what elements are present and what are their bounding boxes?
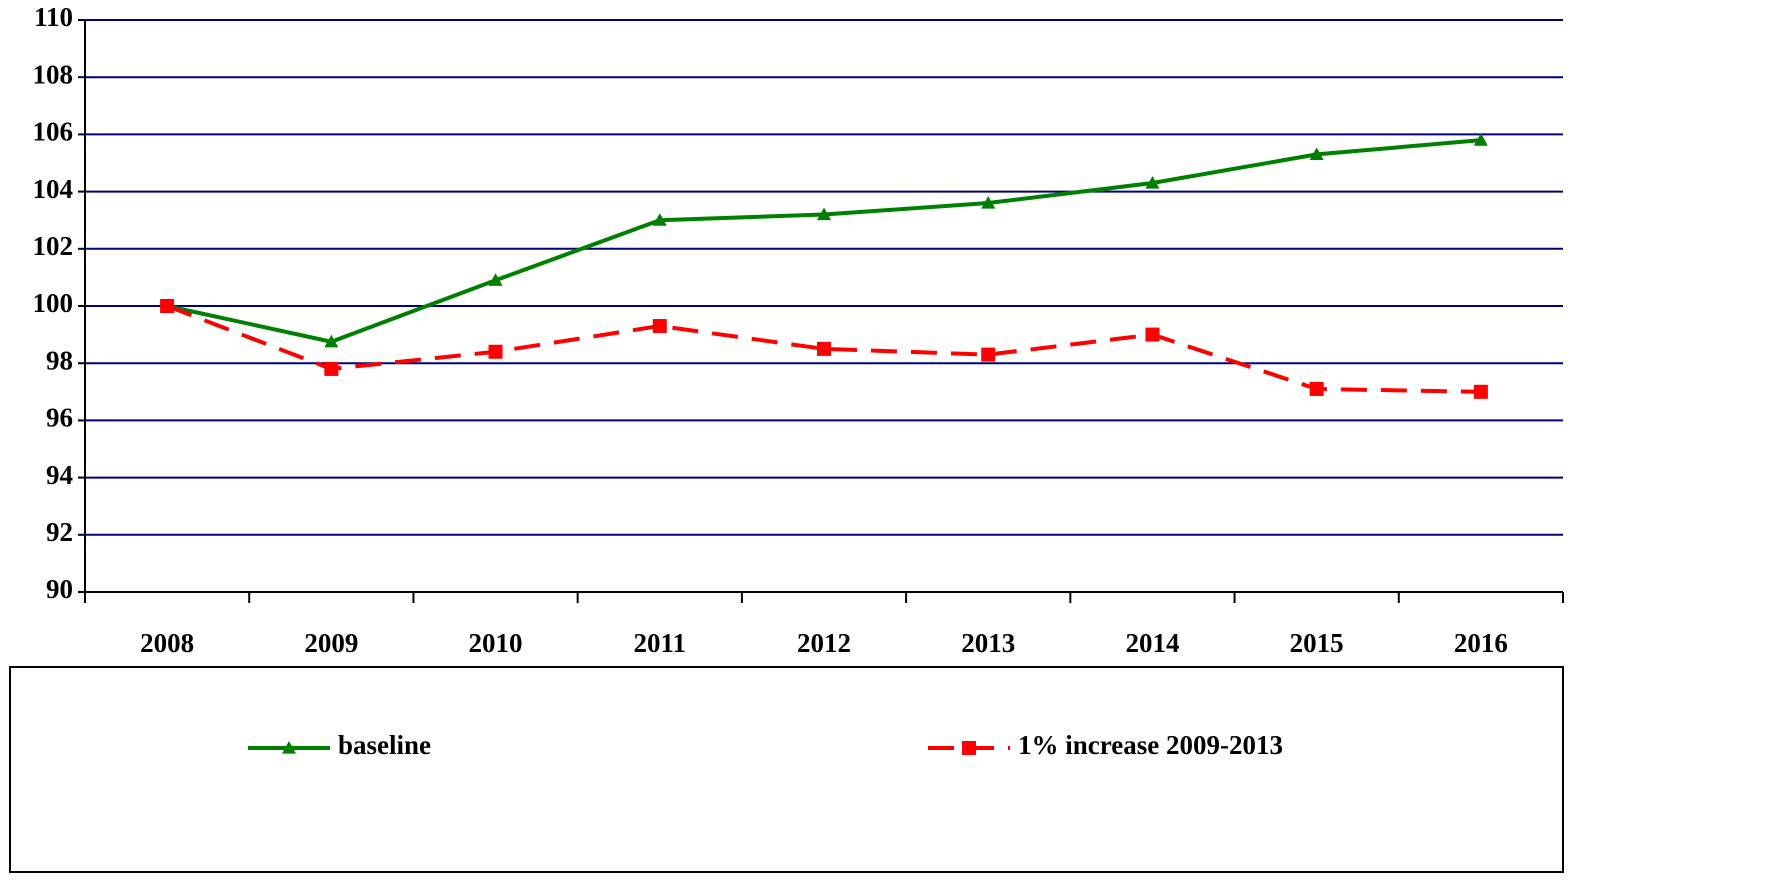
marker (652, 319, 667, 334)
marker (1145, 327, 1160, 342)
marker (962, 741, 976, 755)
marker (1473, 133, 1488, 146)
y-tick-label: 106 (33, 117, 74, 147)
marker (1473, 384, 1488, 399)
marker (160, 299, 175, 313)
y-tick-label: 102 (33, 231, 74, 261)
y-tick-label: 110 (34, 2, 73, 32)
x-tick-label: 2008 (140, 628, 194, 658)
marker (488, 344, 503, 359)
marker (282, 741, 296, 754)
marker (1309, 381, 1324, 396)
y-tick-label: 98 (46, 345, 73, 375)
x-tick-label: 2015 (1290, 628, 1344, 658)
marker (652, 213, 667, 226)
legend-item: baseline (248, 730, 431, 760)
x-tick-label: 2012 (797, 628, 851, 658)
x-tick-label: 2016 (1454, 628, 1508, 658)
legend-item: 1% increase 2009-2013 (928, 730, 1283, 760)
x-tick-label: 2010 (469, 628, 523, 658)
y-tick-label: 92 (46, 517, 73, 547)
x-tick-label: 2009 (304, 628, 358, 658)
marker (1309, 147, 1324, 161)
x-tick-label: 2014 (1125, 628, 1179, 658)
y-tick-label: 104 (33, 174, 74, 204)
marker (817, 341, 831, 356)
marker (488, 273, 503, 286)
marker (324, 334, 339, 348)
y-tick-label: 108 (33, 59, 74, 89)
marker (981, 347, 996, 362)
series-line (166, 138, 1482, 344)
marker (1145, 176, 1160, 189)
y-tick-label: 90 (46, 574, 73, 604)
y-tick-label: 94 (46, 460, 73, 490)
marker (817, 207, 831, 221)
y-tick-label: 100 (33, 288, 74, 318)
marker (981, 196, 996, 209)
x-tick-label: 2011 (634, 628, 687, 658)
legend-label: 1% increase 2009-2013 (1018, 730, 1283, 760)
x-tick-label: 2013 (961, 628, 1015, 658)
marker (324, 361, 339, 376)
legend-label: baseline (338, 730, 431, 760)
legend-box (9, 666, 1564, 873)
y-tick-label: 96 (46, 403, 73, 433)
